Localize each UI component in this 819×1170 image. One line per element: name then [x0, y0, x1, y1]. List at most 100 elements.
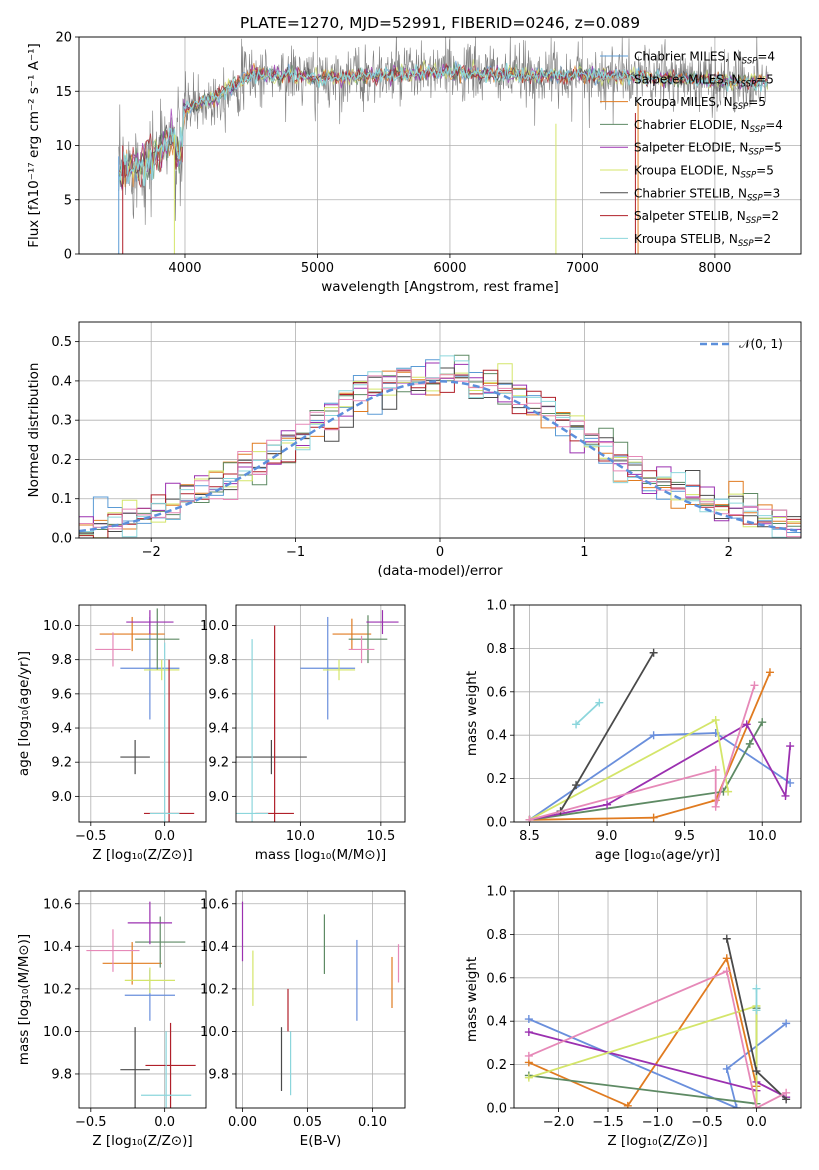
weight-marker — [525, 815, 534, 822]
x-tick-label: 7000 — [566, 261, 599, 276]
y-tick-label: 0.3 — [51, 414, 72, 429]
plot-area — [86, 901, 196, 1108]
weight-marker — [752, 1006, 761, 1015]
y-tick-label: 10.0 — [43, 1025, 72, 1040]
x-tick-label: 10.0 — [748, 829, 777, 844]
weight-marker — [750, 681, 759, 690]
panel-3: 10.0 10.5 9.0 9.2 9.4 9.6 9.8 10.0 mass [log₁₀(M… — [200, 604, 406, 863]
y-tick-label: 0.5 — [51, 335, 72, 350]
legend-label: 𝒩(0, 1) — [739, 337, 783, 351]
y-tick-label: 9.8 — [51, 1067, 72, 1082]
legend-label: Salpeter MILES, NSSP=5 — [634, 72, 774, 89]
legend: 𝒩(0, 1) — [700, 337, 783, 351]
y-tick-label: 9.8 — [51, 653, 72, 668]
y-tick-label: 10.0 — [200, 1025, 229, 1040]
gaussian-reference-line — [79, 380, 801, 533]
ticks: −0.5 0.0 9.0 9.2 9.4 9.6 9.8 10.0 — [43, 619, 175, 844]
y-tick-label: 10.4 — [200, 940, 229, 955]
x-tick-label: 6000 — [433, 261, 466, 276]
x-tick-label: −1.5 — [592, 1115, 624, 1130]
weight-line-8 — [528, 970, 787, 1108]
weight-marker — [745, 739, 754, 748]
weight-marker — [524, 1051, 533, 1060]
legend-label: Kroupa STELIB, NSSP=2 — [634, 232, 771, 249]
weight-marker — [524, 1028, 533, 1037]
grid — [236, 891, 405, 1108]
axes-frame — [78, 321, 802, 539]
spectrum-model-9 — [118, 63, 768, 187]
weight-marker — [752, 984, 761, 993]
y-tick-label: 10.6 — [43, 897, 72, 912]
y-tick-label: 0 — [64, 248, 72, 263]
weight-marker — [722, 954, 731, 963]
y-tick-label: 10.6 — [200, 897, 229, 912]
axes-frame — [78, 890, 207, 1109]
y-tick-label: 15 — [55, 85, 72, 100]
axes-frame — [235, 890, 406, 1109]
weight-marker — [752, 1104, 761, 1108]
panel-0: 4000 5000 6000 7000 8000 0 5 10 15 20 wavelength [… — [26, 14, 802, 295]
weight-line-8 — [529, 685, 756, 821]
y-tick-label: 0.0 — [486, 816, 507, 831]
y-tick-label: 0.4 — [486, 729, 507, 744]
weight-marker — [722, 967, 731, 976]
x-tick-label: −1 — [286, 545, 305, 560]
ticks: −0.5 0.0 9.8 10.0 10.2 10.4 10.6 — [43, 897, 175, 1130]
weight-line-3 — [529, 721, 763, 821]
y-tick-label: 20 — [55, 31, 72, 46]
y-tick-label: 0.6 — [486, 685, 507, 700]
y-tick-label: 10.2 — [200, 982, 229, 997]
y-axis-label: Normed distribution — [26, 363, 42, 498]
x-tick-label: 8000 — [698, 261, 731, 276]
histogram-series-3 — [79, 354, 801, 538]
legend-label: Chabrier ELODIE, NSSP=4 — [634, 118, 783, 135]
plot-area — [236, 610, 399, 822]
panel-7: −2.0 −1.5 −1.0 −0.5 0.0 0.0 0.2 0.4 0.6 0.8 1.0 Z [… — [464, 885, 802, 1149]
x-axis-label: mass [log₁₀(M/M⊙)] — [255, 847, 386, 863]
x-tick-label: 0 — [436, 545, 444, 560]
chart-title: PLATE=1270, MJD=52991, FIBERID=0246, z=0… — [240, 14, 640, 32]
weight-marker — [711, 716, 720, 725]
ticks: 10.0 10.5 9.0 9.2 9.4 9.6 9.8 10.0 — [200, 619, 395, 844]
grid — [79, 605, 206, 822]
y-tick-label: 9.4 — [208, 722, 229, 737]
panel-5: −0.5 0.0 9.8 10.0 10.2 10.4 10.6 Z [log₁₀(Z/Z⊙)… — [16, 890, 207, 1149]
weight-marker — [742, 720, 751, 729]
x-tick-label: 0.0 — [746, 1115, 767, 1130]
weight-marker — [649, 648, 658, 657]
y-tick-label: 0.8 — [486, 928, 507, 943]
x-tick-label: 9.0 — [597, 829, 618, 844]
legend-label: Chabrier STELIB, NSSP=3 — [634, 186, 780, 203]
legend-label: Chabrier MILES, NSSP=4 — [634, 50, 775, 67]
x-tick-label: 1 — [580, 545, 588, 560]
y-tick-label: 9.2 — [208, 756, 229, 771]
histogram-series-9 — [79, 369, 801, 538]
y-tick-label: 1.0 — [486, 599, 507, 614]
plot-area — [79, 354, 801, 538]
grid — [514, 604, 801, 823]
axes-frame — [513, 604, 802, 823]
y-tick-label: 0.2 — [486, 1058, 507, 1073]
weight-marker — [572, 720, 581, 729]
plot-area — [95, 608, 195, 822]
weight-marker — [524, 1015, 533, 1024]
y-tick-label: 9.8 — [208, 1067, 229, 1082]
y-axis-label: mass [log₁₀(M/M⊙)] — [16, 934, 32, 1065]
weight-marker — [781, 791, 790, 800]
x-tick-label: −0.5 — [75, 829, 107, 844]
grid — [79, 891, 206, 1108]
x-tick-label: 0.00 — [228, 1115, 257, 1130]
y-tick-label: 9.8 — [208, 653, 229, 668]
weight-line-2 — [529, 671, 771, 821]
weight-line-1 — [528, 732, 791, 821]
x-axis-label: wavelength [Angstrom, rest frame] — [321, 279, 559, 295]
y-tick-label: 10.0 — [200, 619, 229, 634]
x-tick-label: 0.0 — [154, 829, 175, 844]
ticks: 8.5 9.0 9.5 10.0 0.0 0.2 0.4 0.6 0.8 1.0 — [486, 599, 776, 845]
legend-label: Salpeter ELODIE, NSSP=5 — [634, 141, 782, 158]
weight-marker — [722, 934, 731, 943]
ticks: 4000 5000 6000 7000 8000 0 5 10 15 20 — [55, 31, 731, 277]
y-tick-label: 0.2 — [51, 453, 72, 468]
weight-marker — [782, 1019, 791, 1028]
